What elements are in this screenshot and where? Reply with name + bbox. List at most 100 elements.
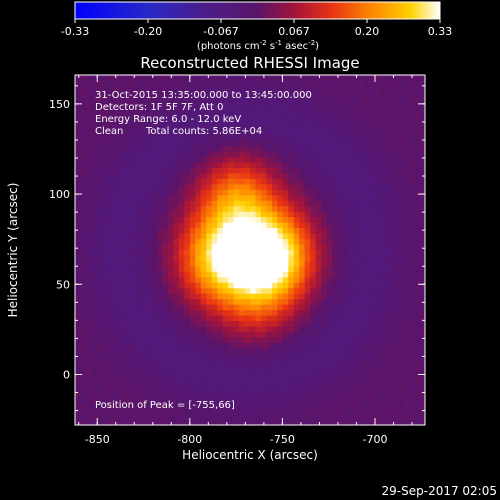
heatmap-cell (408, 233, 415, 240)
heatmap-cell (217, 408, 224, 415)
heatmap-cell (107, 304, 114, 311)
heatmap-cell (299, 315, 306, 322)
heatmap-cell (403, 370, 410, 377)
heatmap-cell (277, 129, 284, 136)
heatmap-cell (255, 162, 262, 169)
heatmap-cell (414, 403, 421, 410)
heatmap-cell (381, 162, 388, 169)
heatmap-cell (370, 239, 377, 246)
heatmap-cell (381, 370, 388, 377)
colorbar (75, 2, 440, 19)
heatmap-cell (239, 140, 246, 147)
heatmap-cell (146, 342, 153, 350)
heatmap-cell (408, 293, 415, 300)
heatmap-cell (146, 118, 153, 125)
heatmap-cell (299, 277, 306, 284)
heatmap-cell (337, 80, 344, 87)
heatmap-cell (206, 260, 213, 268)
heatmap-cell (107, 239, 114, 246)
heatmap-cell (217, 370, 224, 377)
heatmap-cell (419, 167, 425, 175)
heatmap-cell (266, 414, 273, 421)
heatmap-cell (239, 304, 246, 311)
heatmap-cell (233, 266, 240, 273)
heatmap-cell (293, 342, 300, 350)
colorbar-frame (74, 1, 441, 20)
heatmap-cell (129, 129, 136, 136)
heatmap-cell (332, 239, 339, 246)
heatmap-cell (173, 386, 180, 393)
heatmap-cell (293, 195, 300, 202)
heatmap-cell (375, 326, 382, 333)
heatmap-cell (299, 239, 306, 246)
heatmap-cell (250, 167, 257, 175)
heatmap-cell (91, 282, 98, 289)
heatmap-cell (370, 113, 377, 120)
heatmap-cell (118, 217, 125, 224)
heatmap-cell (222, 364, 229, 371)
heatmap-cell (162, 118, 169, 125)
heatmap-cell (299, 353, 306, 360)
heatmap-cell (359, 370, 366, 377)
heatmap-cell (80, 408, 87, 415)
heatmap-cell (124, 85, 131, 93)
heatmap-cell (332, 293, 339, 300)
heatmap-cell (129, 167, 136, 175)
heatmap-cell (293, 370, 300, 377)
heatmap-cell (260, 299, 268, 306)
heatmap-cell (85, 162, 93, 169)
heatmap-cell (129, 408, 136, 415)
heatmap-cell (310, 189, 317, 196)
heatmap-cell (233, 107, 240, 114)
heatmap-cell (113, 293, 120, 300)
heatmap-cell (85, 80, 93, 87)
heatmap-cell (189, 184, 196, 191)
heatmap-cell (200, 228, 207, 235)
heatmap-cell (211, 173, 218, 180)
heatmap-cell (151, 392, 158, 399)
heatmap-cell (178, 364, 185, 371)
heatmap-cell (271, 162, 278, 169)
heatmap-cell (228, 282, 235, 289)
heatmap-cell (107, 359, 114, 366)
heatmap-cell (408, 342, 415, 350)
heatmap-cell (419, 321, 425, 328)
heatmap-cell (146, 167, 153, 175)
heatmap-cell (348, 178, 355, 185)
heatmap-cell (102, 107, 109, 114)
heatmap-cell (244, 414, 251, 421)
heatmap-cell (135, 107, 142, 114)
heatmap-cell (113, 403, 120, 410)
heatmap-cell (414, 255, 421, 262)
heatmap-cell (342, 304, 350, 311)
heatmap-cell (419, 250, 425, 257)
heatmap-cell (129, 364, 136, 371)
heatmap-cell (178, 282, 185, 289)
heatmap-cell (392, 228, 399, 235)
heatmap-cell (342, 282, 350, 289)
heatmap-cell (91, 397, 98, 404)
heatmap-cell (80, 118, 87, 125)
heatmap-cell (228, 419, 235, 425)
heatmap-cell (375, 85, 382, 93)
heatmap-cell (414, 375, 421, 382)
heatmap-cell (75, 310, 82, 317)
heatmap-cell (337, 217, 344, 224)
heatmap-cell (403, 233, 410, 240)
x-tick-label: -800 (177, 433, 202, 446)
heatmap-cell (91, 85, 98, 93)
heatmap-cell (178, 348, 185, 355)
heatmap-cell (250, 403, 257, 410)
heatmap-cell (321, 178, 328, 185)
heatmap-cell (408, 370, 415, 377)
heatmap-cell (310, 75, 317, 82)
heatmap-cell (370, 167, 377, 175)
heatmap-cell (222, 178, 229, 185)
heatmap-cell (403, 157, 410, 164)
heatmap-cell (129, 173, 136, 180)
heatmap-cell (414, 342, 421, 350)
heatmap-cell (260, 375, 268, 382)
heatmap-cell (304, 271, 311, 278)
heatmap-cell (222, 381, 229, 388)
heatmap-cell (414, 370, 421, 377)
